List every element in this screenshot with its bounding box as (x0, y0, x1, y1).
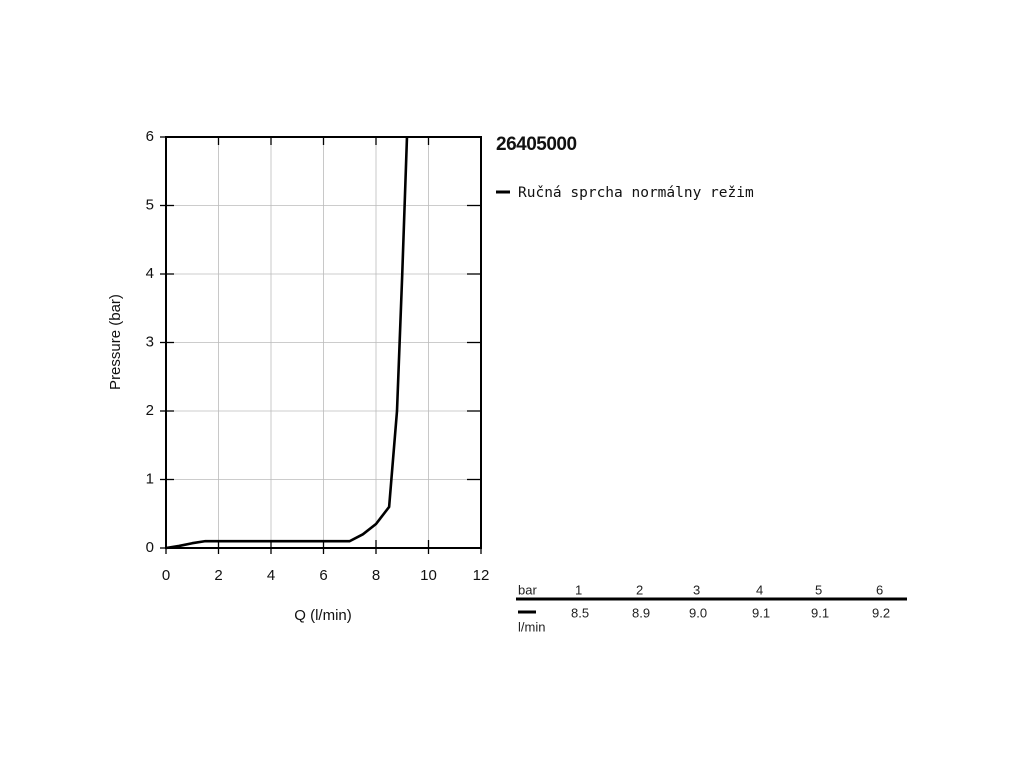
y-tick-label: 0 (146, 539, 154, 556)
table-cell: 9.0 (689, 605, 707, 620)
y-axis-label: Pressure (bar) (107, 294, 124, 390)
y-tick-label: 3 (146, 333, 154, 350)
table-column-header: 5 (815, 582, 822, 597)
table-column-header: 6 (876, 582, 883, 597)
table-header-label: bar (518, 582, 537, 597)
legend-label: Ručná sprcha normálny režim (518, 185, 754, 201)
table-column-header: 4 (756, 582, 763, 597)
table-cell: 9.1 (752, 605, 770, 620)
table-cell: 9.2 (872, 605, 890, 620)
chart-title: 26405000 (496, 134, 577, 155)
x-tick-label: 6 (319, 567, 327, 584)
x-tick-label: 4 (267, 567, 275, 584)
table-cell: 8.9 (632, 605, 650, 620)
x-tick-label: 2 (214, 567, 222, 584)
table-column-header: 2 (636, 582, 643, 597)
x-tick-label: 12 (473, 567, 490, 584)
y-tick-label: 2 (146, 402, 154, 419)
plot-frame (165, 136, 482, 549)
x-axis-label: Q (l/min) (294, 607, 352, 624)
y-tick-label: 6 (146, 128, 154, 145)
y-tick-label: 1 (146, 470, 154, 487)
x-tick-label: 10 (420, 567, 437, 584)
table-column-header: 1 (575, 582, 582, 597)
y-tick-label: 4 (146, 265, 154, 282)
table-column-header: 3 (693, 582, 700, 597)
table-cell: 9.1 (811, 605, 829, 620)
table-cell: 8.5 (571, 605, 589, 620)
data-line (165, 136, 409, 550)
x-tick-label: 8 (372, 567, 380, 584)
y-tick-label: 5 (146, 196, 154, 213)
table-row-label: l/min (518, 619, 545, 634)
x-tick-label: 0 (162, 567, 170, 584)
